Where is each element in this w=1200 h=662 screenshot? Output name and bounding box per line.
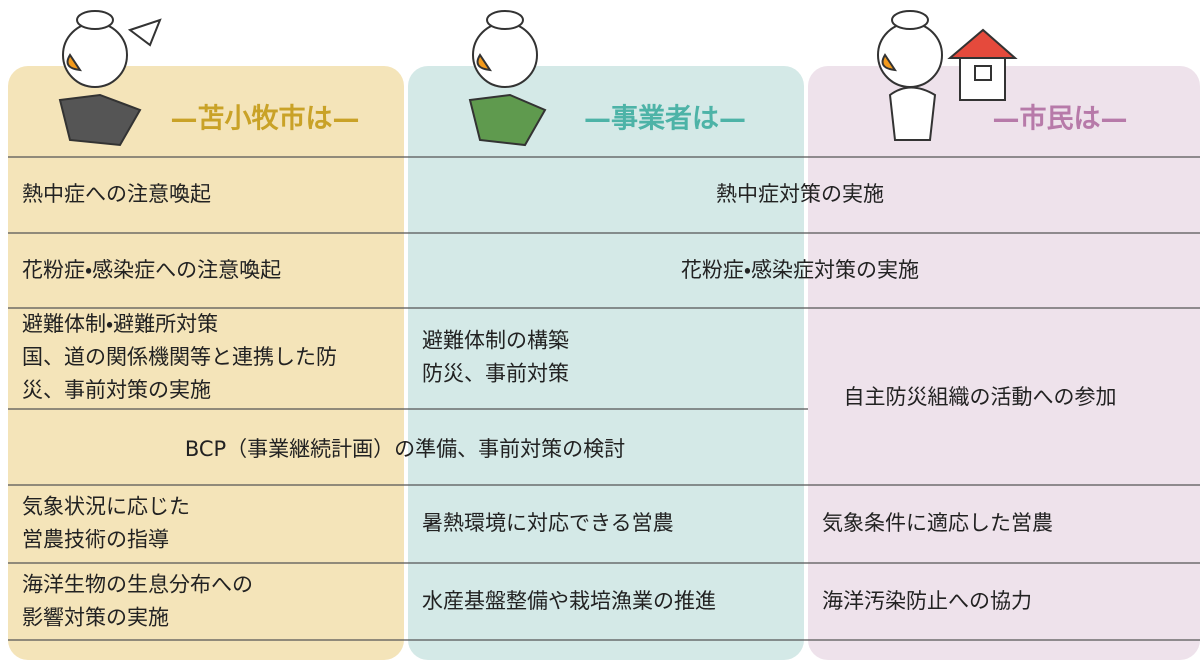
cell-text: BCP（事業継続計画）の準備、事前対策の検討 xyxy=(185,437,625,461)
cell-text: 熱中症への注意喚起 xyxy=(22,182,211,206)
cells: —苫小牧市は— —事業者は— —市民は— 熱中症への注意喚起 熱中症対策の実施花粉症・感… xyxy=(22,104,1128,630)
mascot-citizen xyxy=(877,10,1018,141)
cell-text: 防災、事前対策 xyxy=(422,362,569,386)
cell-text: 影響対策の実施 xyxy=(22,606,169,630)
cell-text: 熱中症対策の実施 xyxy=(716,182,884,206)
cell-text: 営農技術の指導 xyxy=(22,528,169,552)
mascot-city xyxy=(58,10,162,147)
column-header: —苫小牧市は— xyxy=(171,104,360,135)
cell-text: 避難体制の構築 xyxy=(422,329,569,353)
cell-text: 海洋汚染防止への協力 xyxy=(822,589,1032,613)
citizen-column xyxy=(808,66,1200,660)
cell-text: 花粉症・感染症対策の実施 xyxy=(681,258,919,282)
column-header: —事業者は— xyxy=(584,104,746,135)
cell-text: 暑熱環境に対応できる営農 xyxy=(422,511,674,535)
business-column xyxy=(408,66,804,660)
cell-text: 気象条件に適応した営農 xyxy=(822,511,1053,535)
cell-text: 気象状況に応じた xyxy=(22,495,190,519)
column-header: —市民は— xyxy=(993,104,1128,135)
cell-text: 災、事前対策の実施 xyxy=(22,378,211,402)
cell-text: 自主防災組織の活動への参加 xyxy=(844,385,1117,409)
rules xyxy=(8,156,1200,641)
cell-text: 花粉症・感染症への注意喚起 xyxy=(22,258,281,282)
cell-text: 避難体制・避難所対策 xyxy=(22,312,218,336)
city-column xyxy=(8,66,404,660)
mascot-business xyxy=(468,10,547,147)
cell-text: 海洋生物の生息分布への xyxy=(22,573,253,597)
cell-text: 国、道の関係機関等と連携した防 xyxy=(22,345,337,369)
cell-text: 水産基盤整備や栽培漁業の推進 xyxy=(422,589,716,613)
